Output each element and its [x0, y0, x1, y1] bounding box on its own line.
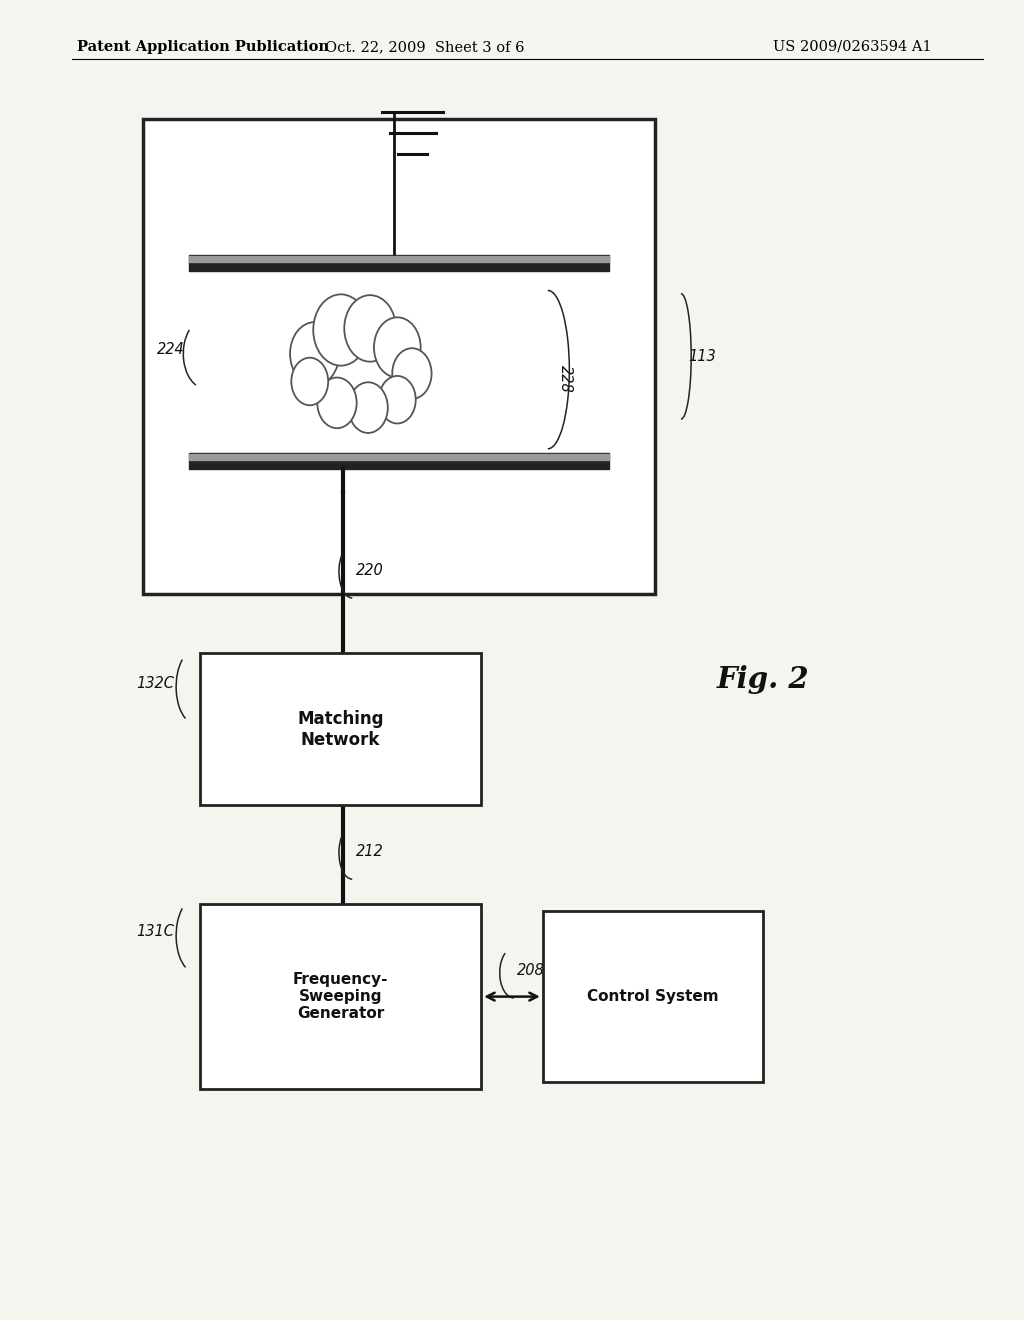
FancyBboxPatch shape [543, 911, 763, 1082]
Text: US 2009/0263594 A1: US 2009/0263594 A1 [773, 40, 932, 54]
Text: Oct. 22, 2009  Sheet 3 of 6: Oct. 22, 2009 Sheet 3 of 6 [326, 40, 524, 54]
Bar [189, 454, 609, 459]
Circle shape [344, 296, 396, 362]
Text: 212: 212 [356, 843, 384, 859]
Text: Control System: Control System [587, 989, 719, 1005]
FancyBboxPatch shape [200, 904, 481, 1089]
Text: 131C: 131C [136, 924, 174, 940]
Text: Frequency-
Sweeping
Generator: Frequency- Sweeping Generator [293, 972, 388, 1022]
Text: 228: 228 [558, 364, 573, 393]
Ellipse shape [247, 290, 470, 449]
Text: Fig. 2: Fig. 2 [717, 665, 809, 694]
FancyBboxPatch shape [200, 653, 481, 805]
Bar [189, 255, 609, 271]
Text: 224: 224 [157, 342, 184, 358]
Text: 113: 113 [688, 348, 716, 364]
Circle shape [313, 294, 369, 366]
FancyBboxPatch shape [143, 119, 655, 594]
Bar [189, 453, 609, 469]
Text: 220: 220 [356, 562, 384, 578]
Circle shape [317, 378, 356, 428]
Circle shape [290, 322, 339, 385]
Bar [189, 256, 609, 261]
Circle shape [348, 383, 388, 433]
Circle shape [374, 317, 421, 378]
Circle shape [392, 348, 431, 399]
Text: 132C: 132C [136, 676, 174, 692]
Text: Patent Application Publication: Patent Application Publication [77, 40, 329, 54]
Text: Matching
Network: Matching Network [297, 710, 384, 748]
Circle shape [291, 358, 328, 405]
Text: 208: 208 [517, 962, 545, 978]
Circle shape [379, 376, 416, 424]
